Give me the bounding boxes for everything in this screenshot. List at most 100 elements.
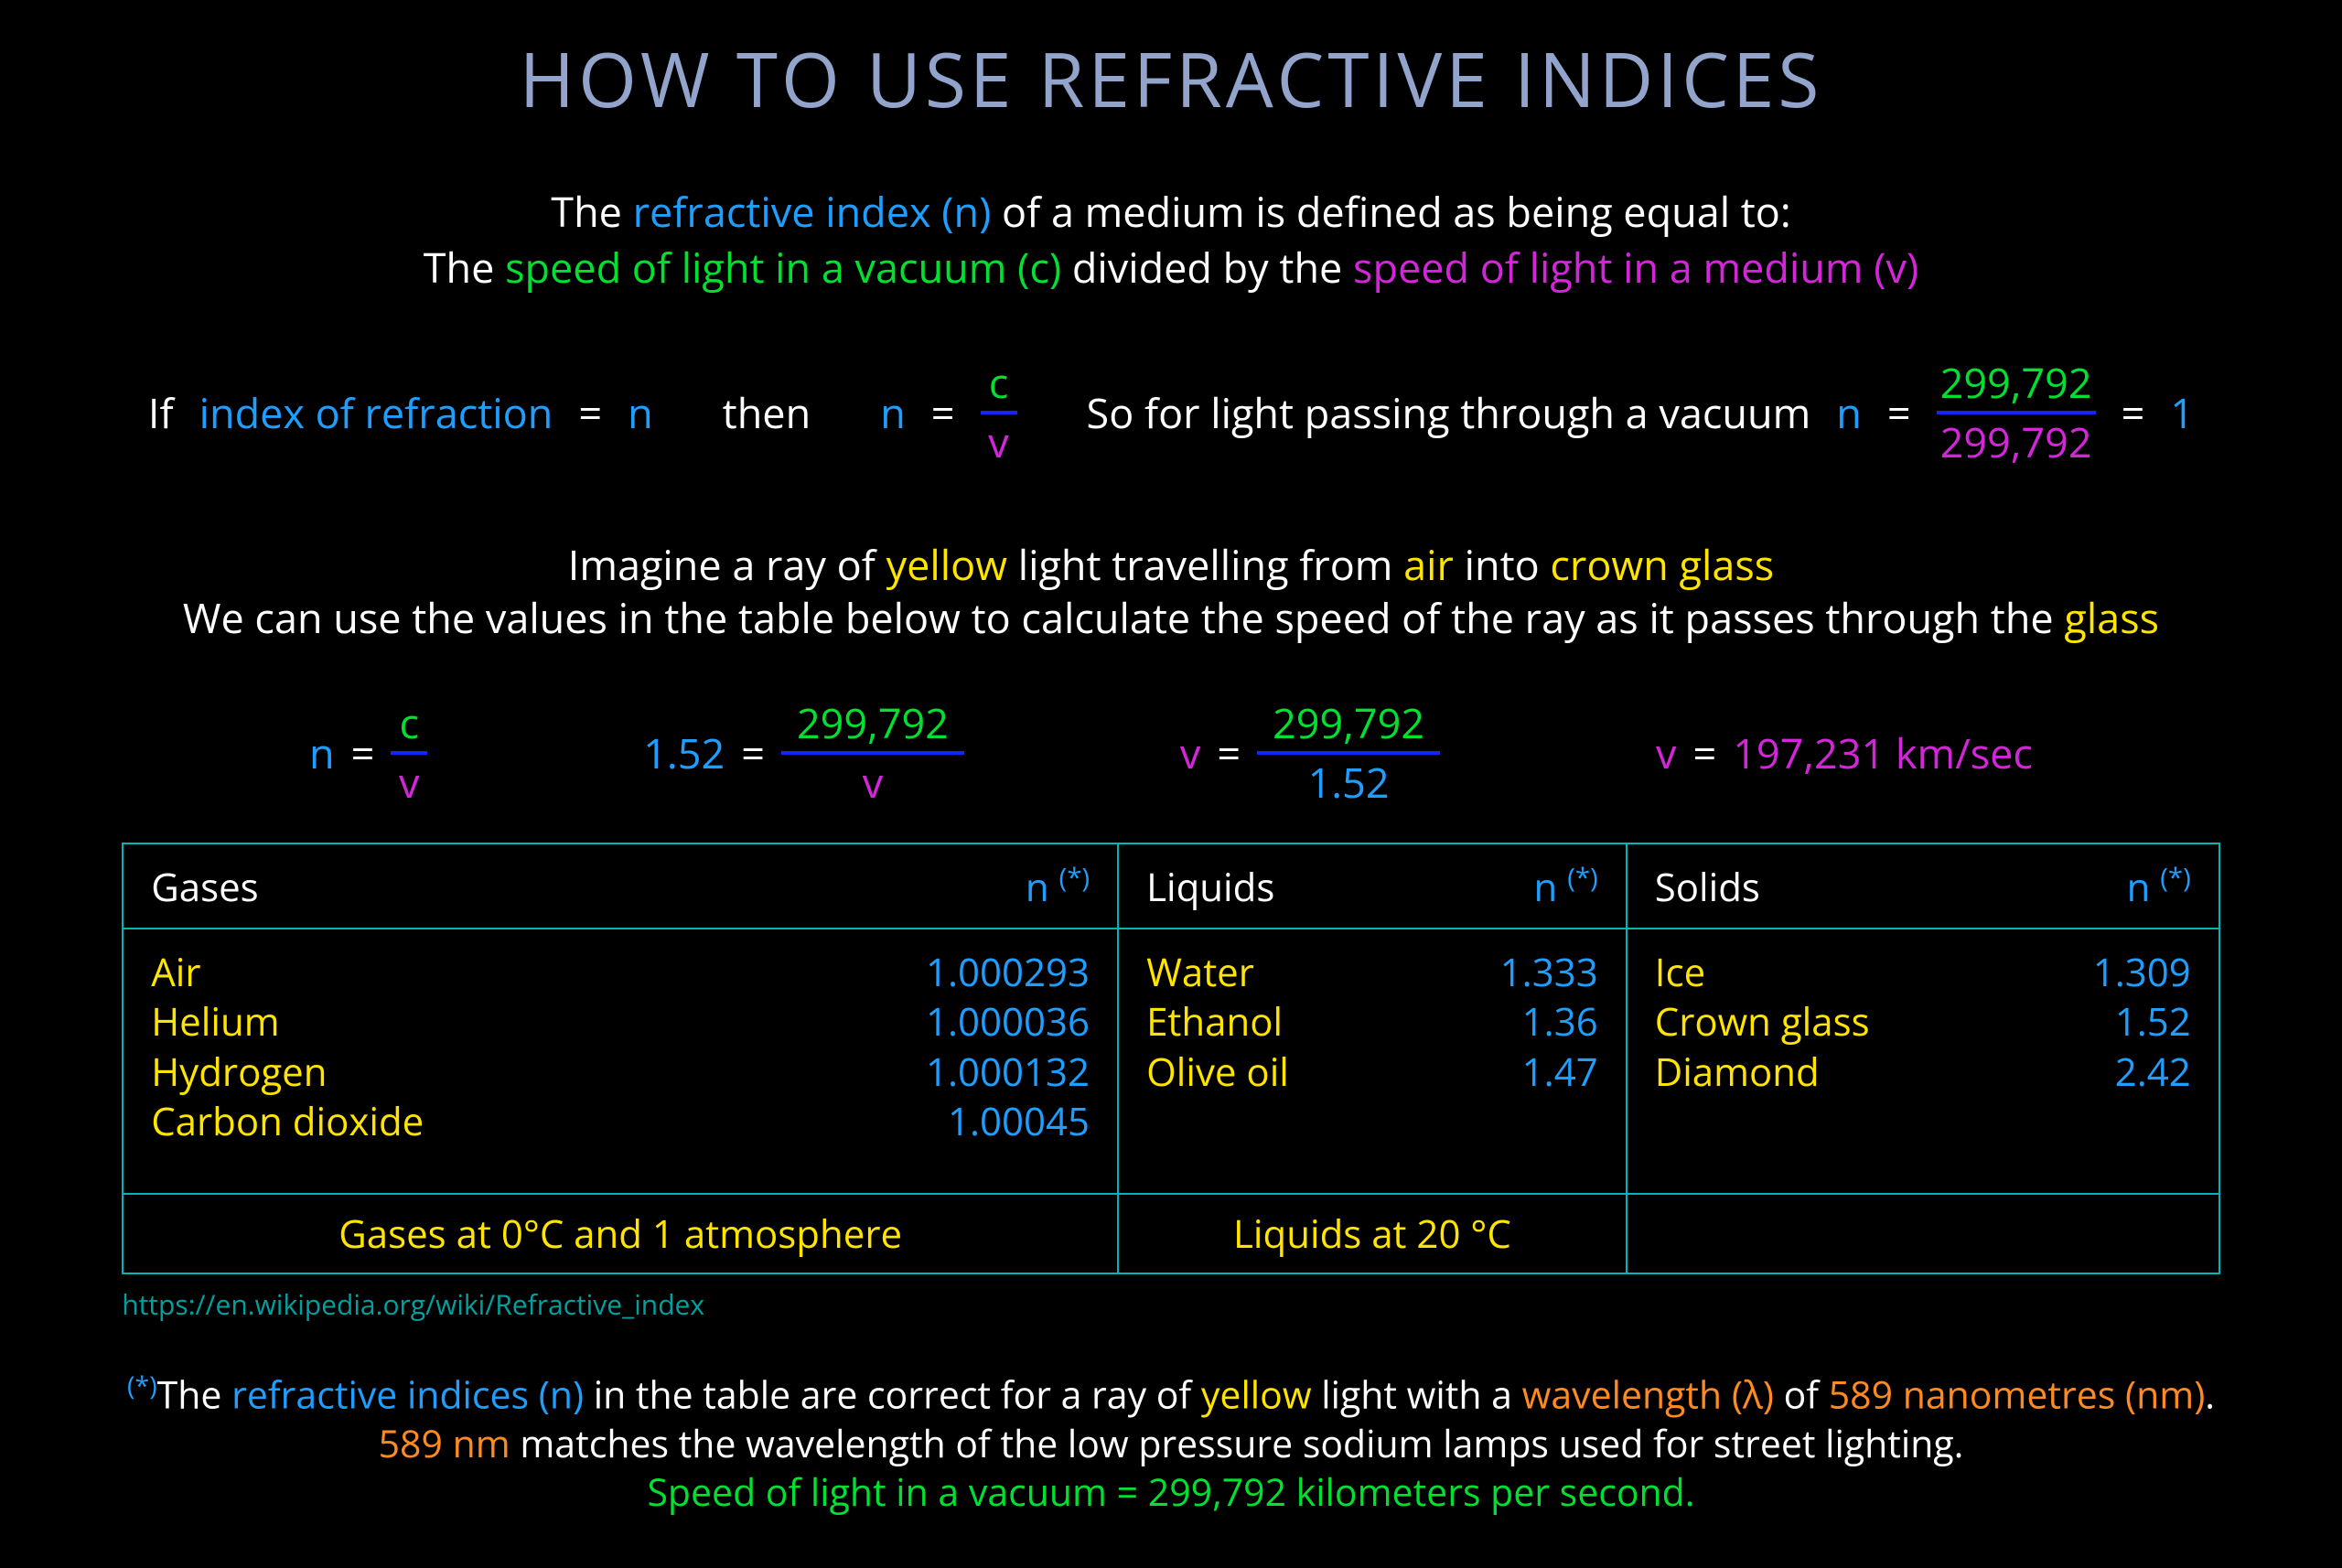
table-row: Water1.333 [1146, 948, 1598, 998]
table-data-row: Air 1.000293 Helium 1.000036 Hydrogen 1.00013… [123, 929, 2219, 1194]
refractive-index-value: 1.36 [1522, 997, 1598, 1047]
header-label: Liquids [1146, 861, 1274, 913]
table-row: Helium 1.000036 [151, 997, 1090, 1047]
text: into [1454, 537, 1550, 593]
text: 589 nm [379, 1418, 510, 1469]
text-yellow: yellow [886, 537, 1007, 593]
fraction-vacuum: 299,792 299,792 [1937, 360, 2096, 466]
material-name: Olive oil [1146, 1047, 1289, 1098]
eq-group-c: v = 299,792 1.52 [1180, 701, 1440, 806]
equals-sign: = [931, 385, 955, 441]
equals-sign: = [2122, 385, 2145, 441]
table-row: Diamond 2.42 [1655, 1047, 2191, 1098]
refractive-index-value: 1.333 [1500, 948, 1598, 998]
equals-sign: = [1887, 385, 1911, 441]
intro-definition: The refractive index (n) of a medium is … [55, 185, 2287, 296]
liquids-data: Water1.333Ethanol1.36Olive oil 1.47 [1118, 929, 1627, 1194]
solids-data: Ice 1.309Crown glass1.52Diamond 2.42 [1627, 929, 2219, 1194]
fraction: 299,792 1.52 [1257, 701, 1440, 806]
lhs: 1.52 [643, 725, 725, 781]
gases-condition: Gases at 0°C and 1 atmosphere [123, 1194, 1118, 1273]
header-label: Gases [151, 861, 259, 913]
denominator: v [984, 420, 1012, 466]
text: 589 nanometres (nm) [1829, 1369, 2206, 1421]
refractive-index-value: 1.000293 [926, 948, 1090, 998]
eq-group-d: v = 197,231 km/sec [1656, 725, 2033, 781]
refractive-index-value: 1.47 [1522, 1047, 1598, 1098]
text: So for light passing through a vacuum [1087, 385, 1811, 441]
text: The [424, 240, 505, 295]
solids-condition [1627, 1194, 2219, 1273]
formula-row-example: n = c v 1.52 = 299,792 v v = 299,792 1.5 [55, 701, 2287, 806]
text-crown-glass: crown glass [1550, 537, 1774, 593]
eq-group-b: 1.52 = 299,792 v [643, 701, 964, 806]
refractive-index-value: 1.309 [2093, 948, 2191, 998]
eq-group-a: n = c v [309, 701, 427, 806]
fraction: c v [391, 701, 427, 806]
text: of a medium is defined as being equal to… [991, 184, 1790, 240]
table-row: Carbon dioxide1.00045 [151, 1097, 1090, 1147]
text: yellow [1201, 1369, 1312, 1421]
denominator: 1.52 [1305, 760, 1393, 806]
text: Speed of light in a vacuum = [647, 1466, 1147, 1518]
text: 299,792 [1148, 1466, 1286, 1518]
col-header-solids: Solids n (*) [1627, 843, 2219, 929]
footnote-star: (*) [127, 1368, 157, 1403]
text-speed-c: speed of light in a vacuum (c) [505, 240, 1061, 295]
text: The [157, 1369, 231, 1421]
text-air: air [1403, 537, 1454, 593]
numerator: c [396, 701, 424, 746]
table-row: Ethanol1.36 [1146, 997, 1598, 1047]
result-one: 1 [2170, 385, 2194, 441]
numerator: 299,792 [1937, 360, 2096, 406]
text: Imagine a ray of [568, 537, 886, 593]
lhs: v [1656, 725, 1676, 781]
material-name: Air [151, 948, 200, 998]
source-link: https://en.wikipedia.org/wiki/Refractive… [122, 1285, 2220, 1323]
example-intro: Imagine a ray of yellow light travelling… [55, 539, 2287, 646]
text: divided by the [1061, 240, 1353, 295]
text-glass: glass [2064, 590, 2159, 646]
gases-data: Air 1.000293 Helium 1.000036 Hydrogen 1.00013… [123, 929, 1118, 1194]
denominator: v [859, 760, 886, 806]
table-row: Air 1.000293 [151, 948, 1090, 998]
refractive-index-value: 1.00045 [948, 1097, 1090, 1147]
text: then [723, 385, 811, 441]
n-label: n (*) [1534, 859, 1598, 913]
refractive-index-value: 1.000132 [926, 1047, 1090, 1098]
refractive-index-value: 2.42 [2115, 1047, 2191, 1098]
material-name: Helium [151, 997, 279, 1047]
text: light travelling from [1007, 537, 1403, 593]
text-speed-v: speed of light in a medium (v) [1353, 240, 1918, 295]
text: of [1774, 1369, 1829, 1421]
page-title: HOW TO USE REFRACTIVE INDICES [55, 27, 2287, 130]
equals-sign: = [741, 725, 765, 781]
material-name: Hydrogen [151, 1047, 327, 1098]
text: The [551, 184, 632, 240]
var-n: n [880, 385, 906, 441]
table-row: Hydrogen 1.000132 [151, 1047, 1090, 1098]
material-name: Ice [1655, 948, 1705, 998]
text: . [2205, 1369, 2215, 1421]
n-label: n (*) [1026, 859, 1090, 913]
refractive-index-table: Gases n (*) Liquids n (*) Solids n (*) A… [122, 843, 2220, 1274]
n-label: n (*) [2127, 859, 2191, 913]
table-row: Crown glass1.52 [1655, 997, 2191, 1047]
refractive-index-value: 1.000036 [926, 997, 1090, 1047]
equals-sign: = [351, 725, 375, 781]
refractive-index-value: 1.52 [2115, 997, 2191, 1047]
text: refractive indices (n) [231, 1369, 584, 1421]
table-header-row: Gases n (*) Liquids n (*) Solids n (*) [123, 843, 2219, 929]
text: index of refraction [199, 385, 553, 441]
material-name: Diamond [1655, 1047, 1820, 1098]
header-label: Solids [1655, 861, 1760, 913]
var-n: n [309, 725, 335, 781]
table-row: Ice 1.309 [1655, 948, 2191, 998]
fraction: 299,792 v [781, 701, 964, 806]
table-row: Olive oil 1.47 [1146, 1047, 1598, 1098]
text: light with a [1312, 1369, 1522, 1421]
formula-row-basic: If index of refraction = n then n = c v … [55, 360, 2287, 466]
equals-sign: = [1692, 725, 1716, 781]
denominator: v [395, 760, 423, 806]
numerator: 299,792 [793, 701, 952, 746]
